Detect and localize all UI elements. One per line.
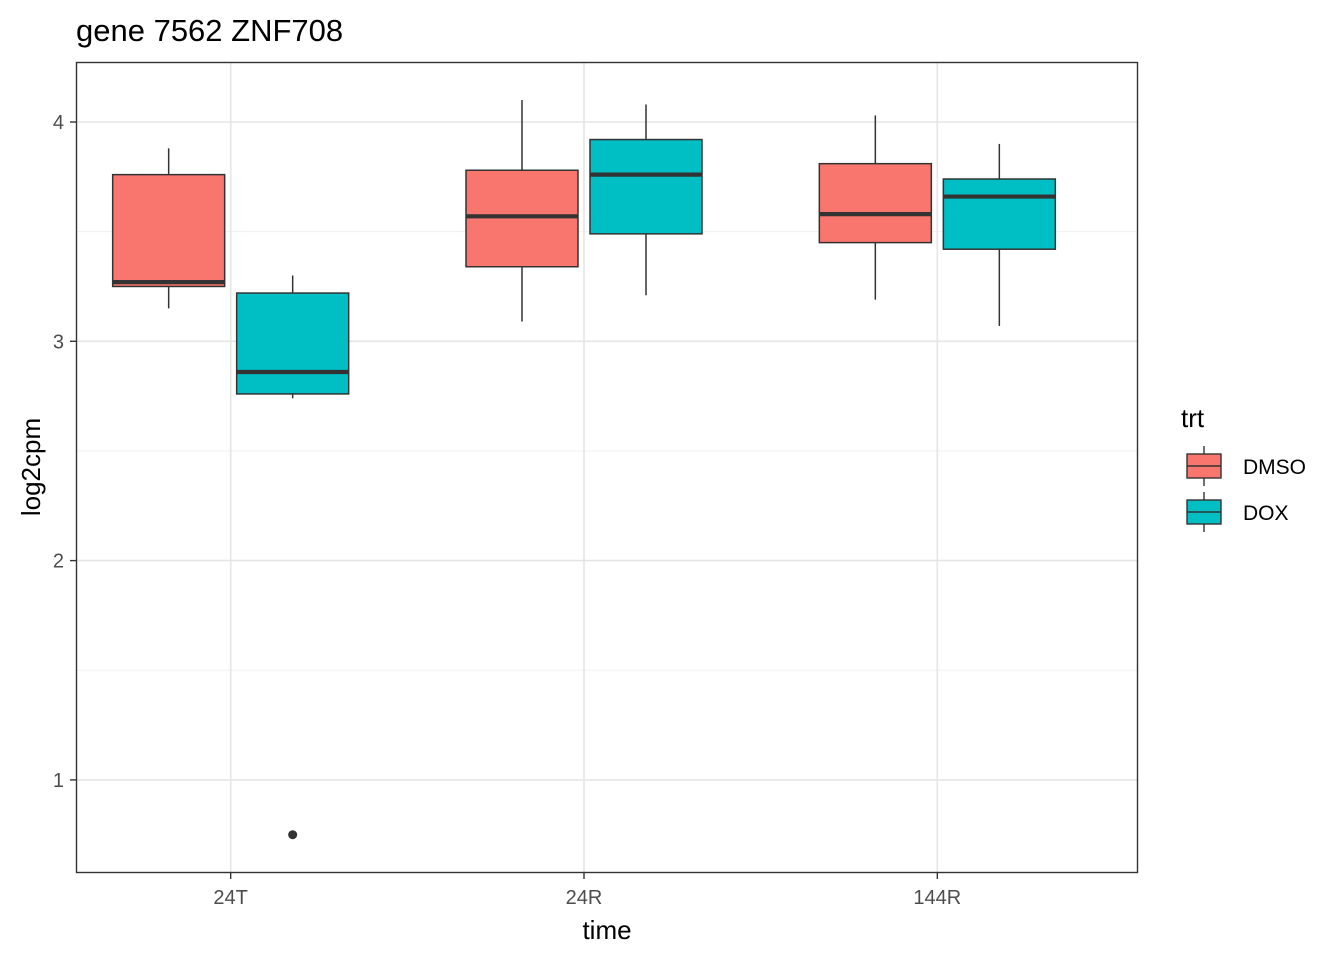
- legend-label: DOX: [1243, 502, 1289, 525]
- outlier-point: [288, 830, 298, 840]
- box-iqr: [465, 169, 579, 268]
- x-tick-label: 24T: [213, 887, 247, 909]
- box-dox-144r: [942, 143, 1057, 326]
- box-layer: [111, 100, 1057, 840]
- box-dmso-24t: [111, 148, 226, 309]
- box-iqr: [589, 138, 703, 235]
- plot-panel-border: [75, 61, 1139, 874]
- box-iqr: [942, 178, 1057, 250]
- y-tick-label: 1: [53, 770, 64, 792]
- chart-title: gene 7562 ZNF708: [76, 13, 343, 48]
- legend-item-dox: DOX: [1186, 492, 1289, 532]
- x-tick-label: 144R: [913, 887, 961, 909]
- y-axis-title: log2cpm: [16, 418, 46, 516]
- x-tick-label: 24R: [566, 887, 603, 909]
- box-iqr: [818, 162, 933, 244]
- legend-title: trt: [1181, 403, 1205, 433]
- box-dmso-144r: [818, 115, 933, 300]
- legend: trt DMSO DOX: [1181, 403, 1306, 532]
- y-tick-label: 2: [53, 551, 64, 573]
- axes: 1 2 3 4 24T 24R 144R: [53, 112, 961, 909]
- box-iqr: [111, 173, 226, 288]
- x-axis-title: time: [582, 915, 631, 945]
- legend-label: DMSO: [1243, 456, 1306, 479]
- box-dmso-24r: [465, 100, 579, 322]
- y-tick-label: 4: [53, 112, 64, 134]
- box-dox-24t: [235, 275, 350, 840]
- legend-item-dmso: DMSO: [1186, 446, 1306, 486]
- box-iqr: [235, 292, 350, 395]
- y-tick-label: 3: [53, 331, 64, 353]
- box-dox-24r: [589, 104, 703, 296]
